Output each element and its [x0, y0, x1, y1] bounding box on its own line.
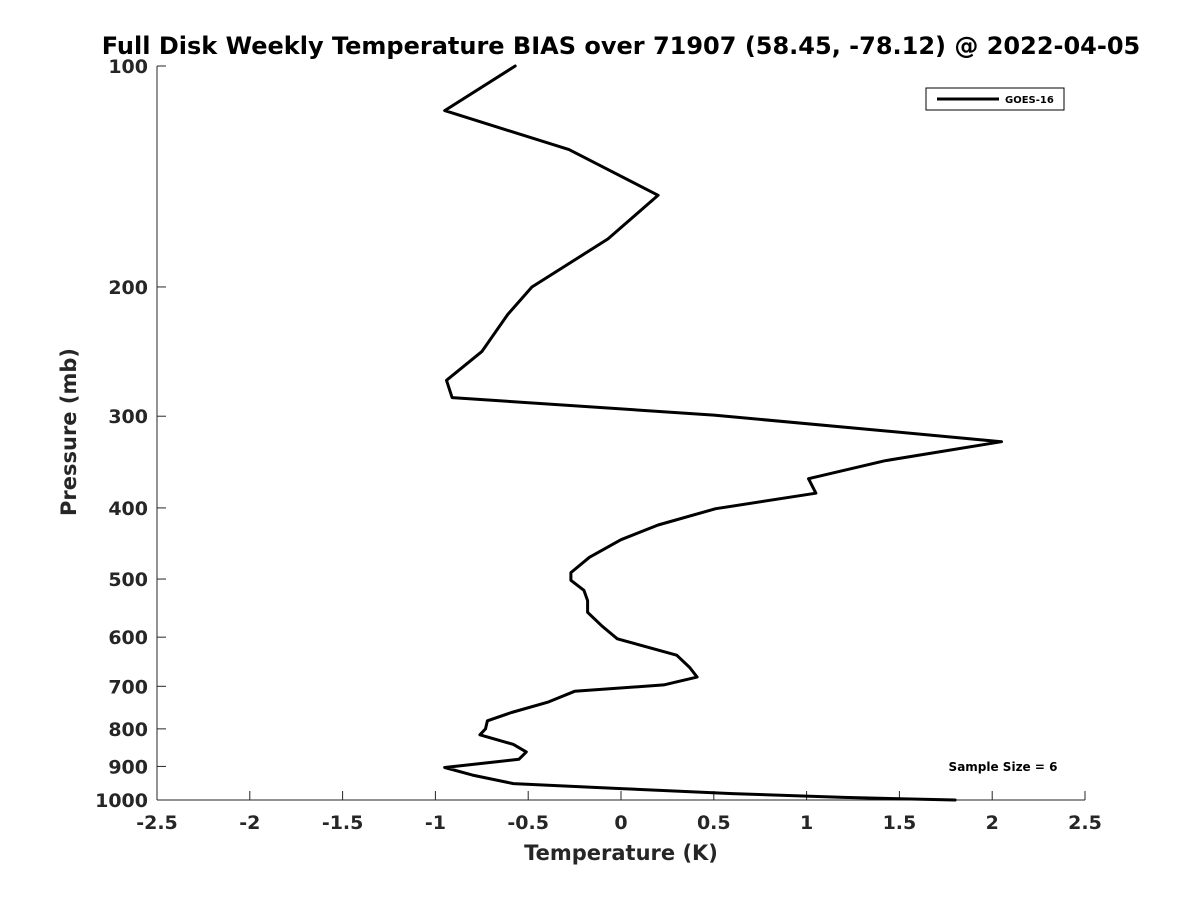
y-tick-label: 1000	[95, 790, 148, 812]
x-axis-ticks: -2.5 -2 -1.5 -1 -0.5 0 0.5 1 1.5 2 2.5	[136, 791, 1102, 834]
x-tick-label: -1	[425, 812, 446, 834]
chart-title: Full Disk Weekly Temperature BIAS over 7…	[102, 32, 1141, 60]
y-axis-ticks: 100 200 300 400 500 600 700 800 900 1000	[95, 56, 166, 812]
x-tick-label: 2.5	[1068, 812, 1102, 834]
series-layer	[443, 64, 1003, 802]
y-tick-label: 900	[108, 756, 148, 778]
x-tick-label: -2.5	[136, 812, 178, 834]
y-tick-label: 500	[108, 569, 148, 591]
y-axis-label: Pressure (mb)	[57, 348, 81, 516]
x-tick-label: 0	[614, 812, 627, 834]
sample-size-annotation: Sample Size = 6	[949, 760, 1058, 774]
y-tick-label: 200	[108, 277, 148, 299]
x-tick-label: 1	[800, 812, 813, 834]
x-axis-label: Temperature (K)	[524, 841, 718, 865]
y-tick-label: 600	[108, 627, 148, 649]
series-line-goes-16	[443, 64, 1003, 802]
x-tick-label: -2	[239, 812, 260, 834]
x-tick-label: -0.5	[507, 812, 549, 834]
y-tick-label: 700	[108, 676, 148, 698]
y-tick-label: 300	[108, 406, 148, 428]
legend: GOES-16	[925, 87, 1065, 111]
x-tick-label: 1.5	[883, 812, 917, 834]
y-tick-label: 800	[108, 719, 148, 741]
x-tick-label: 0.5	[697, 812, 731, 834]
y-tick-label: 100	[108, 56, 148, 78]
x-tick-label: 2	[986, 812, 999, 834]
y-tick-label: 400	[108, 498, 148, 520]
legend-label-goes-16: GOES-16	[1005, 95, 1054, 106]
x-tick-label: -1.5	[322, 812, 364, 834]
